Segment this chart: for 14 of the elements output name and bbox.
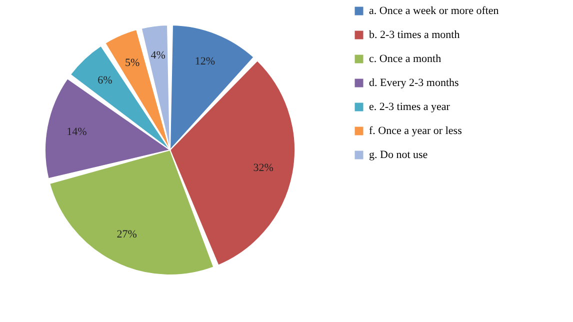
data-label: 14%: [66, 126, 87, 138]
legend-label: f. Once a year or less: [369, 125, 462, 137]
data-label: 4%: [150, 50, 166, 62]
legend-label: c. Once a month: [369, 53, 442, 65]
legend-label: a. Once a week or more often: [369, 5, 500, 17]
data-label: 5%: [124, 56, 140, 69]
legend-label: e. 2-3 times a year: [369, 101, 450, 113]
legend-label: g. Do not use: [369, 149, 428, 161]
legend-label: d. Every 2-3 months: [369, 77, 459, 89]
legend-label: b. 2-3 times a month: [369, 29, 460, 41]
data-label: 6%: [98, 74, 112, 87]
data-label: 12%: [194, 56, 216, 68]
data-label: 32%: [253, 162, 274, 174]
data-label: 27%: [116, 228, 137, 241]
